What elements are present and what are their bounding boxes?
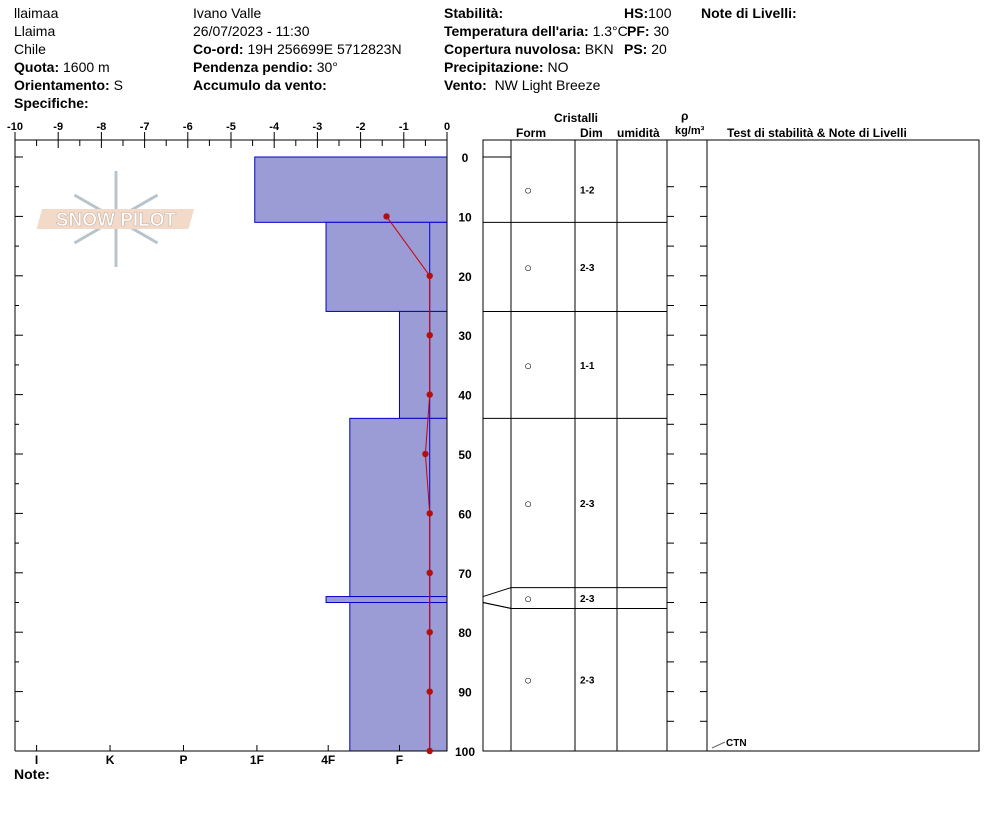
moisture-header: umidità	[617, 126, 660, 140]
hardness-layer	[349, 602, 448, 752]
hardness-label: F	[396, 753, 403, 767]
temp-tick-label: -7	[140, 121, 150, 133]
depth-label: 40	[458, 389, 472, 403]
precipitation: Precipitazione: NO	[444, 59, 569, 75]
layer-notes-label: Note di Livelli:	[701, 5, 797, 21]
depth-label: 60	[458, 507, 472, 521]
grain-size: 2-3	[580, 263, 595, 274]
orientation: Orientamento: S	[14, 77, 123, 93]
temperature-point	[383, 213, 390, 220]
grain-size: 2-3	[580, 676, 595, 687]
coordinates: Co-ord: 19H 256699E 5712823N	[193, 41, 402, 57]
hardness-label: 1F	[250, 753, 264, 767]
hardness-layer	[254, 156, 448, 223]
wind-load: Accumulo da vento:	[193, 77, 327, 93]
grain-size: 2-3	[580, 499, 595, 510]
note-label: Note:	[14, 766, 50, 782]
observer: Ivano Valle	[193, 5, 262, 21]
grain-size: 2-3	[580, 594, 595, 605]
temperature-line	[386, 216, 431, 751]
hardness-label: K	[106, 753, 115, 767]
logo-text: SNOW PILOT	[56, 210, 177, 231]
table-frame	[482, 139, 980, 752]
stability: Stabilità:	[444, 5, 504, 21]
depth-label: 0	[462, 151, 469, 165]
grain-form-icon: ○	[524, 260, 532, 275]
hardness-layer	[325, 221, 448, 312]
cristalli-header: Cristalli	[554, 111, 599, 125]
temperature-point	[426, 688, 433, 695]
air-temp: Temperatura dell'aria: 1.3°C	[444, 23, 628, 39]
test-arrow-icon	[711, 741, 726, 749]
temp-tick-label: -3	[313, 121, 323, 133]
grain-size: 1-2	[580, 186, 595, 197]
quota: Quota: 1600 m	[14, 59, 110, 75]
temperature-point	[426, 629, 433, 636]
temp-tick-label: -8	[97, 121, 107, 133]
test-label: CTN	[726, 738, 747, 749]
site-name: llaimaa	[14, 5, 59, 21]
layer-connector	[482, 602, 512, 609]
temp-tick-label: -10	[7, 121, 23, 133]
rho-header: ρ	[681, 109, 689, 123]
temperature-point	[426, 510, 433, 517]
country: Chile	[14, 41, 46, 57]
ps: PS: 20	[624, 41, 667, 57]
cloud-cover: Copertura nuvolosa: BKN	[444, 41, 614, 57]
hardness-label: I	[35, 753, 38, 767]
hardness-label: P	[179, 753, 187, 767]
density-header: kg/m³	[675, 125, 705, 137]
temp-tick-label: 0	[444, 121, 450, 133]
temp-tick-label: -5	[226, 121, 236, 133]
grain-form-icon: ○	[524, 591, 532, 606]
depth-label: 10	[458, 210, 472, 224]
depth-label: 70	[458, 567, 472, 581]
temperature-point	[426, 332, 433, 339]
grain-form-icon: ○	[524, 183, 532, 198]
wind: Vento: NW Light Breeze	[444, 77, 601, 93]
specifics: Specifiche:	[14, 95, 89, 111]
temp-tick-label: -6	[183, 121, 193, 133]
depth-label: 50	[458, 448, 472, 462]
temp-tick-label: -4	[269, 121, 280, 133]
grain-form-icon: ○	[524, 673, 532, 688]
hardness-layer	[325, 596, 448, 603]
depth-label: 30	[458, 329, 472, 343]
slope: Pendenza pendio: 30°	[193, 59, 338, 75]
grain-form-icon: ○	[524, 358, 532, 373]
temperature-point	[426, 747, 433, 755]
grain-form-icon: ○	[524, 496, 532, 511]
depth-label: 80	[458, 626, 472, 640]
temperature-point	[426, 569, 433, 576]
hardness-layer	[398, 310, 448, 419]
temp-tick-label: -1	[399, 121, 409, 133]
grain-size: 1-1	[580, 361, 595, 372]
pf: PF: 30	[627, 23, 670, 39]
temperature-point	[422, 450, 429, 458]
datetime: 26/07/2023 - 11:30	[193, 23, 310, 39]
tests-header: Test di stabilità & Note di Livelli	[727, 126, 907, 140]
form-header: Form	[516, 126, 546, 140]
temperature-point	[426, 272, 433, 279]
layer-connector	[482, 587, 512, 598]
hs: HS:100	[624, 5, 672, 21]
temperature-point	[426, 391, 433, 398]
depth-label: 20	[458, 270, 472, 284]
depth-label: 90	[458, 686, 472, 700]
dim-header: Dim	[580, 126, 603, 140]
logo-band	[36, 209, 194, 229]
location: Llaima	[14, 23, 56, 39]
hardness-label: 4F	[321, 753, 335, 767]
temp-tick-label: -9	[53, 121, 63, 133]
hardness-layer	[349, 417, 448, 598]
temp-tick-label: -2	[356, 121, 366, 133]
depth-label: 100	[455, 745, 475, 759]
